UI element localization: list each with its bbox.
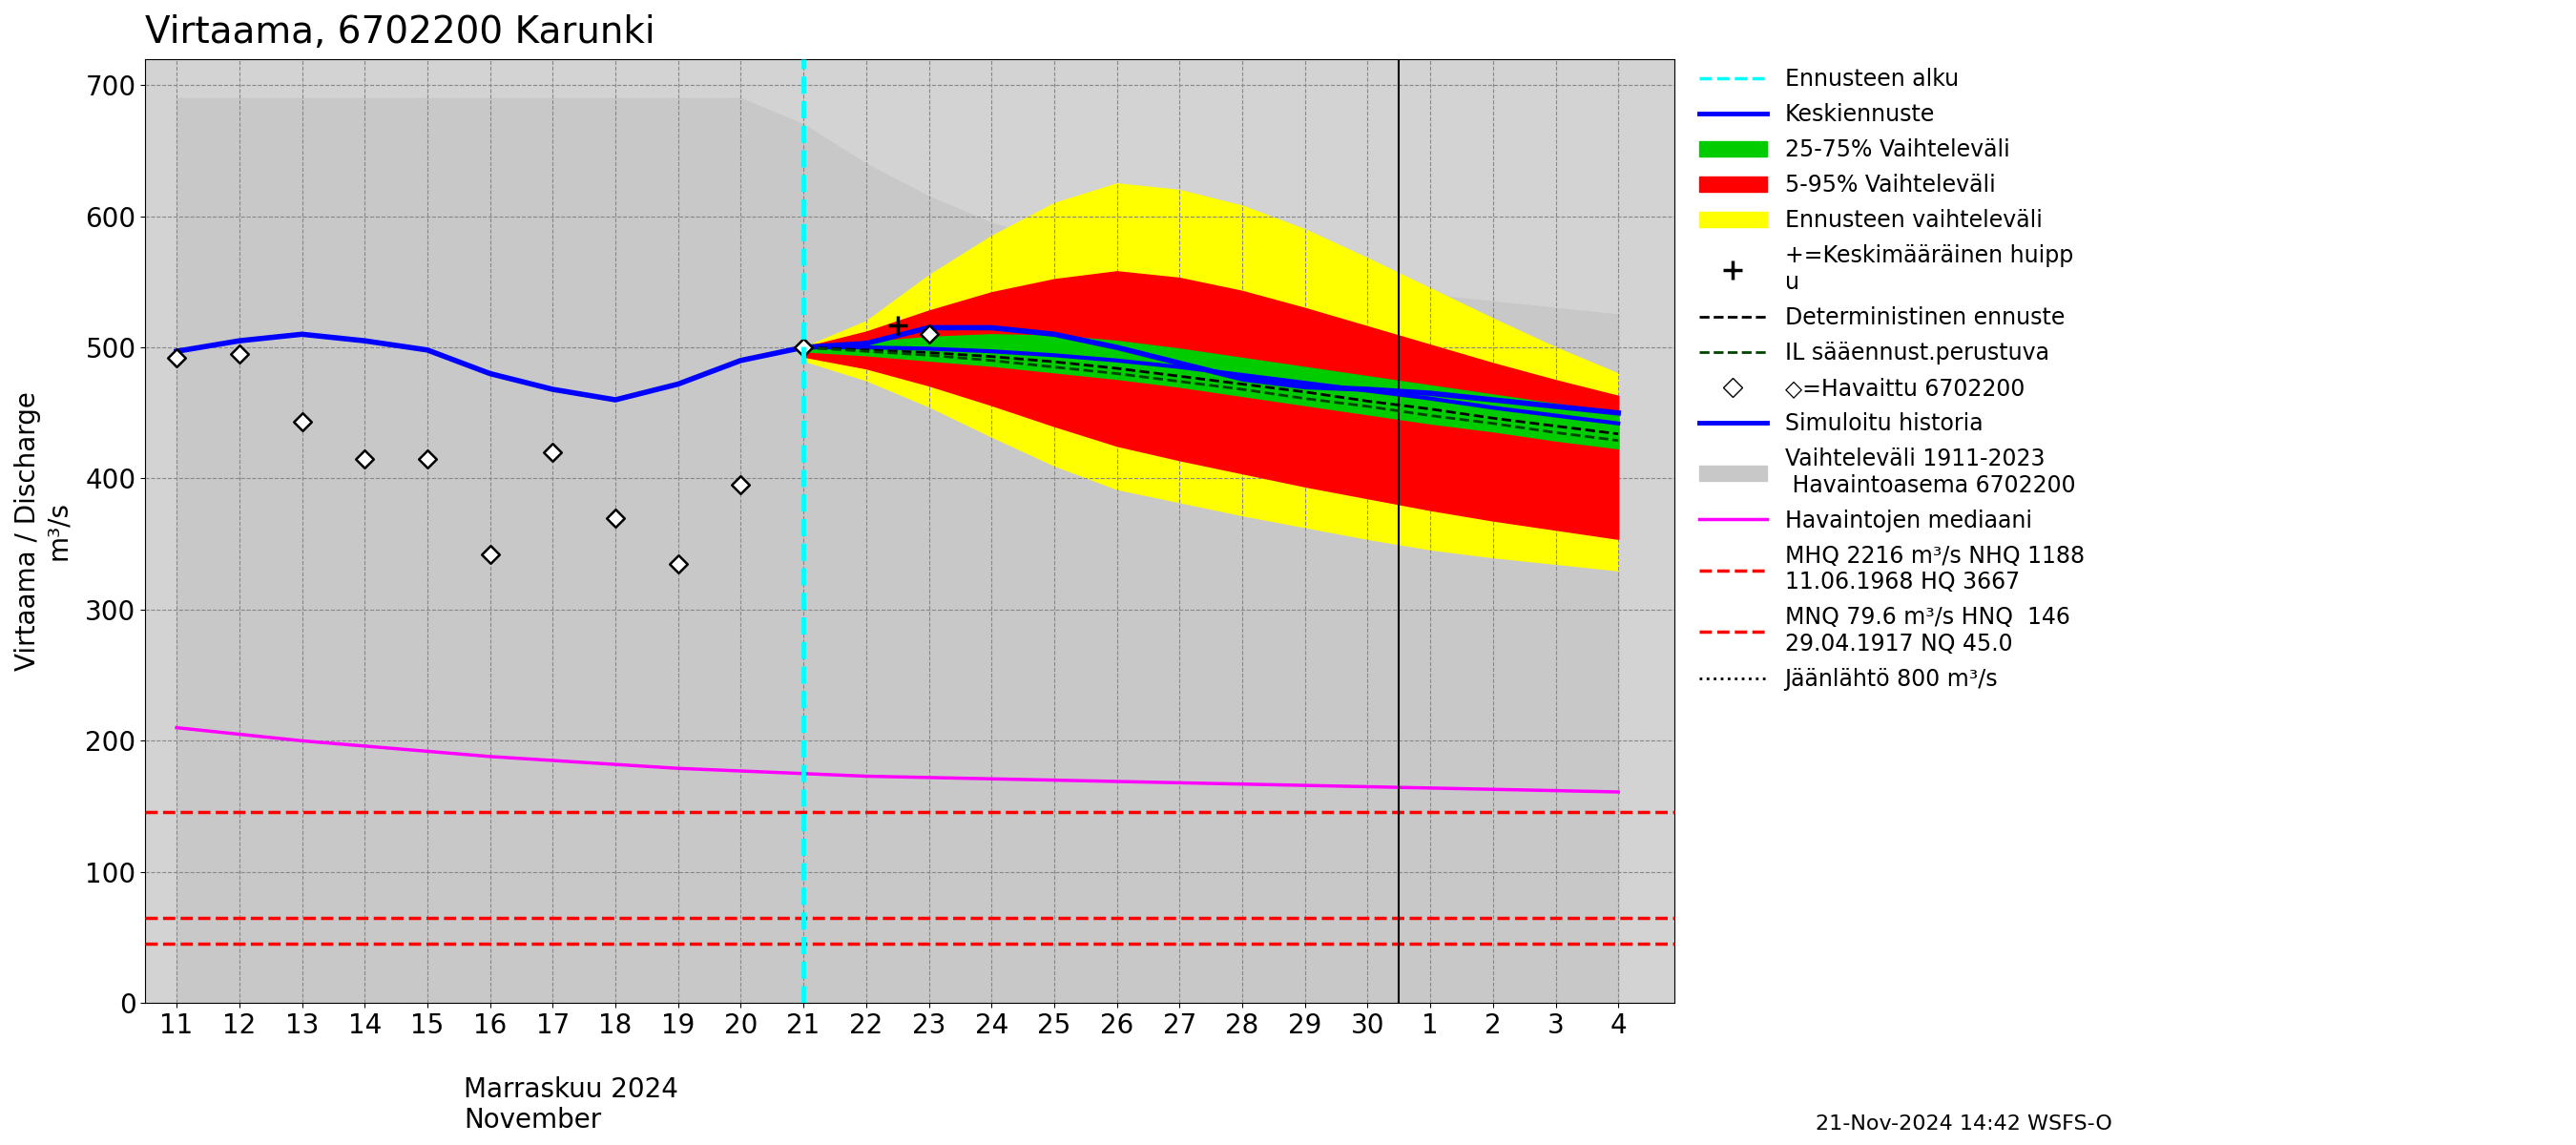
Text: Virtaama, 6702200 Karunki: Virtaama, 6702200 Karunki (144, 14, 654, 50)
Point (657, 554, 698, 572)
Legend: Ennusteen alku, Keskiennuste, 25-75% Vaihteleväli, 5-95% Vaihteleväli, Ennusteen: Ennusteen alku, Keskiennuste, 25-75% Vai… (1690, 58, 2094, 700)
Point (345, 450, 386, 468)
Y-axis label: Virtaama / Discharge
m³/s: Virtaama / Discharge m³/s (15, 392, 72, 671)
Text: 21-Nov-2024 14:42 WSFS-O: 21-Nov-2024 14:42 WSFS-O (1816, 1114, 2112, 1134)
Point (281, 413, 322, 432)
Point (783, 338, 824, 356)
Point (721, 476, 762, 495)
Point (219, 345, 260, 363)
Point (533, 443, 574, 461)
Point (909, 325, 951, 344)
Point (157, 349, 198, 368)
Point (469, 545, 510, 563)
Point (407, 450, 448, 468)
Text: Marraskuu 2024
November: Marraskuu 2024 November (464, 1076, 677, 1134)
Point (595, 508, 636, 527)
